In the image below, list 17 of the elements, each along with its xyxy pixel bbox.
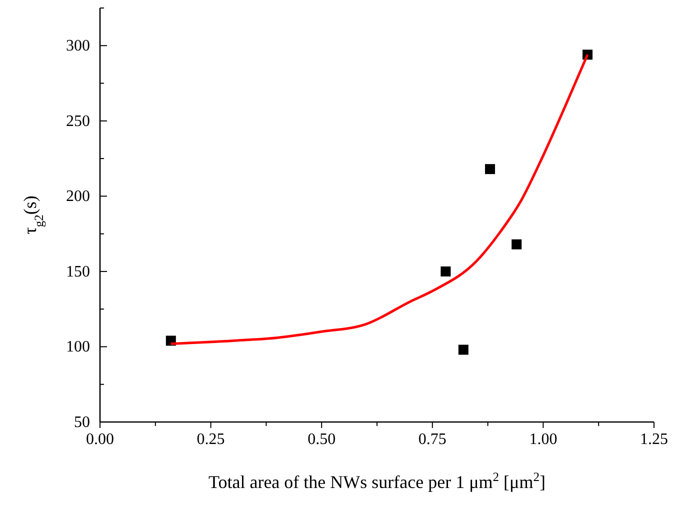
x-tick-label: 0.25 bbox=[196, 431, 225, 448]
x-tick-label: 0.75 bbox=[418, 431, 446, 448]
x-tick-label: 1.25 bbox=[640, 431, 668, 448]
y-tick-label: 300 bbox=[66, 38, 90, 55]
point bbox=[458, 344, 468, 355]
point bbox=[512, 239, 522, 250]
y-tick-label: 250 bbox=[66, 112, 90, 130]
x-tick-label: 1.00 bbox=[529, 431, 558, 448]
x-tick-label: 0.00 bbox=[86, 431, 114, 448]
point bbox=[485, 164, 496, 174]
x-tick-label: 0.50 bbox=[308, 431, 336, 448]
y-tick-label: 50 bbox=[74, 414, 90, 431]
x-axis-title: Total area of the NWs surface per 1 μm$^{2}$ [μm$^{2}$] bbox=[208, 470, 546, 492]
y-tick-label: 200 bbox=[66, 188, 90, 206]
y-tick-label: 100 bbox=[66, 338, 90, 356]
y-tick-label: 150 bbox=[66, 263, 90, 280]
point bbox=[440, 266, 451, 276]
